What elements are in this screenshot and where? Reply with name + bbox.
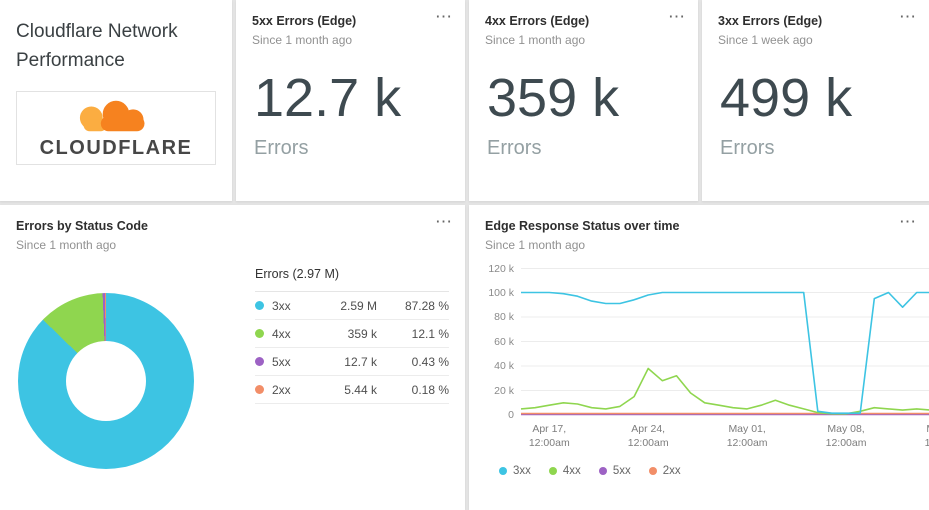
x-tick-label: May 15,12:00am <box>924 423 929 450</box>
legend-row-4xx[interactable]: 4xx 359 k 12.1 % <box>255 320 449 348</box>
card-title: Errors by Status Code <box>16 219 148 233</box>
cloudflare-logo: CLOUDFLARE <box>16 91 216 165</box>
dashboard-title: Cloudflare Network Performance <box>16 21 178 71</box>
line-chart-svg <box>520 268 929 416</box>
card-title: 5xx Errors (Edge) <box>252 14 357 28</box>
stat-card-3xx: ⋯ 3xx Errors (Edge) Since 1 week ago 499… <box>702 0 929 201</box>
series-percent: 0.18 % <box>411 382 449 397</box>
series-color-dot <box>499 467 507 475</box>
y-axis-labels: 0 20 k 40 k 60 k 80 k 100 k 120 k <box>485 263 521 421</box>
series-color-dot <box>255 385 264 394</box>
more-menu-icon[interactable]: ⋯ <box>435 7 453 26</box>
stat-card-4xx: ⋯ 4xx Errors (Edge) Since 1 month ago 35… <box>469 0 698 201</box>
stat-label: Errors <box>254 137 309 159</box>
card-title: 3xx Errors (Edge) <box>718 14 823 28</box>
x-tick-label: Apr 17, 12:00am <box>528 423 570 450</box>
stat-value: 499 k <box>720 68 853 128</box>
card-title: 4xx Errors (Edge) <box>485 14 590 28</box>
series-name: 2xx <box>272 382 291 397</box>
line-chart[interactable]: 0 20 k 40 k 60 k 80 k 100 k 120 k <box>469 263 929 421</box>
legend-label: 2xx <box>662 465 681 477</box>
series-color-dot <box>548 467 557 475</box>
y-tick-label: 0 <box>508 408 514 421</box>
series-color-dot <box>255 329 264 338</box>
series-color-dot <box>598 467 607 475</box>
card-subtitle: Since 1 month ago <box>16 238 117 252</box>
donut-chart[interactable] <box>18 293 194 469</box>
y-tick-label: 60 k <box>494 335 514 348</box>
legend-label: 5xx <box>612 465 631 477</box>
stat-card-5xx: ⋯ 5xx Errors (Edge) Since 1 month ago 12… <box>236 0 465 201</box>
stat-value: 12.7 k <box>254 68 402 128</box>
stat-value: 359 k <box>487 68 620 128</box>
series-value: 359 k <box>347 326 377 341</box>
y-tick-label: 80 k <box>494 311 514 323</box>
card-subtitle: Since 1 month ago <box>485 238 586 252</box>
stat-label: Errors <box>487 137 542 159</box>
card-subtitle: Since 1 month ago <box>252 33 353 47</box>
legend-label: 4xx <box>562 465 581 477</box>
legend-label: 3xx <box>513 465 531 477</box>
series-line-3xx <box>521 291 929 414</box>
x-tick-label: Apr 24, 12:00am <box>627 423 669 450</box>
more-menu-icon[interactable]: ⋯ <box>899 212 917 231</box>
cloudflare-logo-text: CLOUDFLARE <box>39 136 193 159</box>
series-color-dot <box>255 357 264 366</box>
stat-label: Errors <box>720 137 775 159</box>
x-tick-label: May 08, 12:00am <box>825 423 867 450</box>
donut-legend: Errors (2.97 M) 3xx 2.59 M 87.28 % 4xx 3… <box>255 267 449 404</box>
series-value: 2.59 M <box>340 298 377 313</box>
series-percent: 0.43 % <box>411 354 449 369</box>
legend-item-2xx[interactable]: 2xx <box>648 465 681 477</box>
cloudflare-cloud-icon <box>79 100 145 131</box>
legend-item-3xx[interactable]: 3xx <box>499 465 531 477</box>
card-title: Edge Response Status over time <box>485 219 680 233</box>
legend-row-3xx[interactable]: 3xx 2.59 M 87.28 % <box>255 292 449 320</box>
card-subtitle: Since 1 month ago <box>485 33 586 47</box>
y-tick-label: 120 k <box>488 262 514 275</box>
errors-by-status-code-card: ⋯ Errors by Status Code Since 1 month ag… <box>0 205 465 510</box>
series-name: 5xx <box>272 354 291 369</box>
plot-area[interactable] <box>520 268 929 416</box>
series-color-dot <box>255 301 264 310</box>
series-value: 12.7 k <box>344 354 377 369</box>
line-chart-legend: 3xx 4xx 5xx 2xx <box>499 465 929 477</box>
x-tick-label: May 01, 12:00am <box>726 423 768 450</box>
y-tick-label: 40 k <box>494 360 514 372</box>
x-axis-labels: Apr 17, 12:00am Apr 24, 12:00am May 01, 12:00… <box>521 415 929 449</box>
edge-response-status-card: ⋯ Edge Response Status over time Since 1… <box>469 205 929 510</box>
series-name: 4xx <box>272 326 291 341</box>
series-line-4xx <box>520 367 929 415</box>
more-menu-icon[interactable]: ⋯ <box>899 7 917 26</box>
legend-item-4xx[interactable]: 4xx <box>548 465 581 477</box>
series-name: 3xx <box>272 298 291 313</box>
series-value: 5.44 k <box>344 382 377 397</box>
card-subtitle: Since 1 week ago <box>718 33 813 47</box>
y-tick-label: 20 k <box>494 384 514 397</box>
series-percent: 87.28 % <box>404 298 449 313</box>
series-color-dot <box>648 467 657 475</box>
donut-hole <box>66 341 146 421</box>
series-percent: 12.1 % <box>411 326 449 341</box>
legend-row-2xx[interactable]: 2xx 5.44 k 0.18 % <box>255 376 449 404</box>
y-tick-label: 100 k <box>488 286 514 299</box>
legend-item-5xx[interactable]: 5xx <box>598 465 631 477</box>
legend-row-5xx[interactable]: 5xx 12.7 k 0.43 % <box>255 348 449 376</box>
donut-legend-title: Errors (2.97 M) <box>255 267 449 292</box>
more-menu-icon[interactable]: ⋯ <box>668 7 686 26</box>
title-card: Cloudflare Network Performance CLOUDFLAR… <box>0 0 232 201</box>
more-menu-icon[interactable]: ⋯ <box>435 212 453 231</box>
